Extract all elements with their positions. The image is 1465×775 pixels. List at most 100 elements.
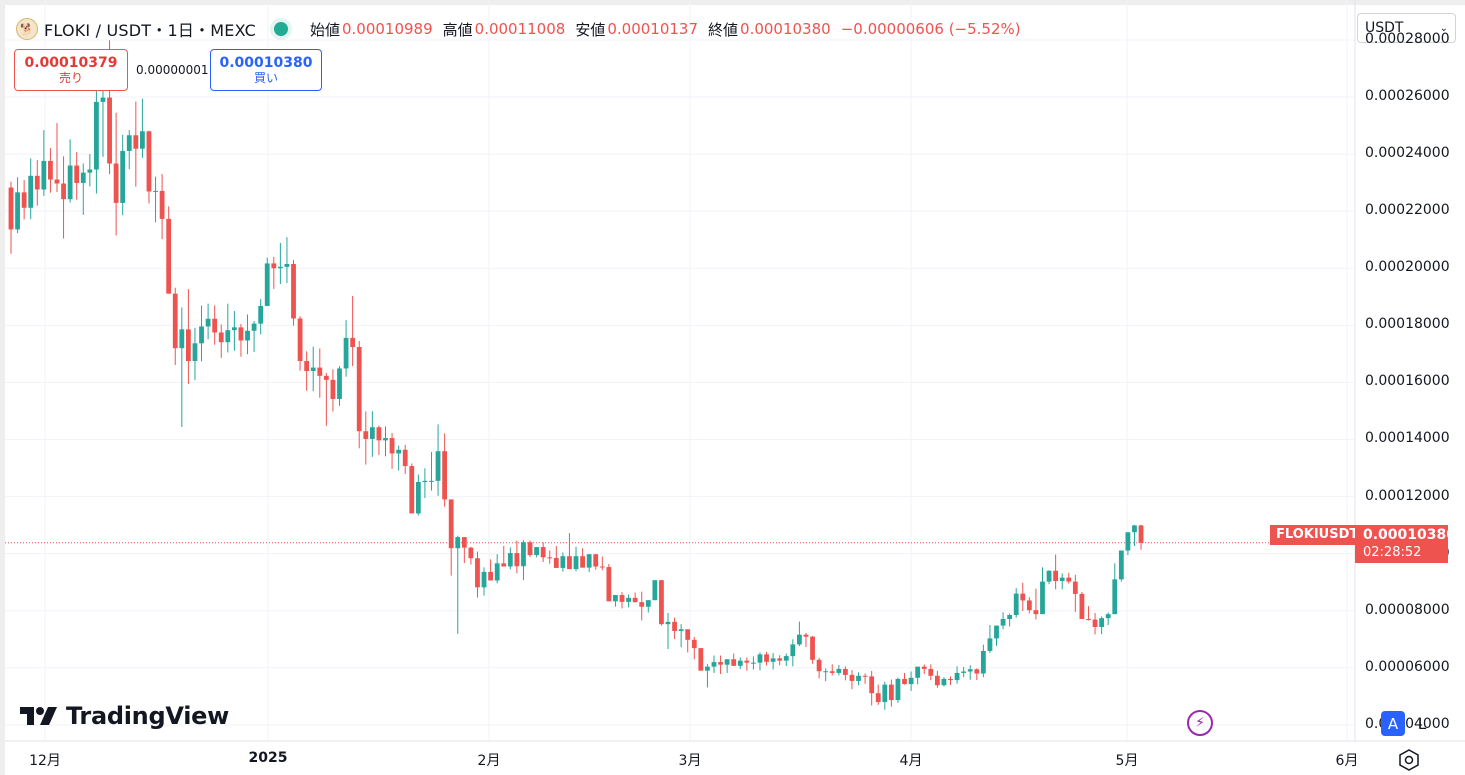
candle [80, 163, 86, 215]
candle [626, 594, 631, 608]
candle [974, 668, 980, 681]
candle [429, 452, 434, 491]
candle-body [994, 625, 999, 639]
candle [888, 679, 894, 707]
last-price-value: 0.00010380 [1363, 527, 1456, 543]
candle-body [580, 556, 585, 568]
tradingview-logo[interactable]: TradingView [20, 702, 229, 730]
candle [48, 148, 53, 193]
currency-select[interactable]: USDT ⌄ [1357, 13, 1456, 43]
candle [862, 673, 868, 684]
candle-body [146, 131, 152, 192]
candle-body [790, 644, 796, 657]
candle-body [330, 379, 336, 399]
candle [954, 666, 960, 684]
candle-body [310, 367, 316, 371]
candle [277, 242, 283, 284]
candle [718, 655, 723, 675]
candle-body [934, 675, 940, 686]
candle-body [126, 135, 132, 151]
candle [560, 552, 566, 572]
candle-body [422, 480, 428, 483]
candle-body [238, 327, 244, 341]
candle [553, 545, 559, 568]
candle-body [967, 669, 973, 672]
candle-body [698, 648, 704, 671]
lightning-icon[interactable]: ⚡ [1187, 710, 1213, 736]
candle [1132, 524, 1137, 546]
candle-body [67, 165, 73, 200]
candle [705, 664, 710, 688]
candle [1026, 597, 1032, 614]
candle [987, 624, 993, 653]
candle [166, 206, 172, 294]
candle-body [179, 329, 185, 349]
candle [1099, 616, 1105, 635]
candle [645, 600, 651, 613]
candle [980, 644, 986, 678]
candle-body [41, 160, 47, 190]
candle [994, 625, 999, 646]
candle-body [987, 638, 993, 651]
candle [330, 369, 336, 412]
candle-body [317, 367, 323, 376]
candle-body [409, 466, 415, 514]
candle [1125, 532, 1131, 556]
candle [179, 307, 185, 427]
candle [415, 474, 421, 516]
candle-body [1033, 610, 1039, 615]
candle-body [323, 375, 329, 380]
symbol-title[interactable]: FLOKI / USDT・1日・MEXC [44, 21, 256, 40]
candle-body [350, 337, 356, 348]
candle-body [140, 131, 145, 149]
candle [61, 156, 66, 239]
candle-body [107, 97, 112, 164]
candle [678, 624, 684, 648]
candle [21, 180, 27, 220]
candle-body [567, 556, 572, 570]
log-scale-button[interactable]: L [1417, 714, 1427, 733]
candle [435, 424, 441, 496]
window-left-edge [0, 0, 5, 775]
candle-body [284, 263, 290, 267]
candle [343, 320, 349, 377]
candle-body [297, 318, 303, 362]
candle-body [810, 636, 815, 660]
candle [356, 341, 362, 449]
candle-body [1053, 570, 1059, 582]
candle [659, 579, 664, 626]
candle [816, 657, 822, 679]
open-label: 始値 [309, 20, 340, 39]
candle [869, 670, 875, 706]
candle-body [258, 305, 264, 324]
candle-body [882, 684, 888, 703]
close-label: 終値 [708, 20, 739, 39]
candle [317, 348, 323, 398]
candle [113, 112, 119, 236]
bar-countdown: 02:28:52 [1363, 545, 1422, 560]
auto-scale-button[interactable]: A [1381, 711, 1405, 736]
candle-body [1013, 593, 1019, 616]
buy-price: 0.00010380 [219, 55, 313, 71]
candle [856, 672, 861, 686]
candle-body [678, 629, 684, 631]
candle [1000, 612, 1006, 630]
buy-button[interactable]: 0.00010380 買い [210, 49, 322, 91]
candle-body [645, 600, 651, 607]
candle-body [573, 556, 579, 570]
sell-button[interactable]: 0.00010379 売り [14, 49, 128, 91]
candle [507, 547, 513, 570]
candle-body [475, 558, 480, 588]
candle [461, 537, 467, 564]
candle-body [1112, 579, 1118, 615]
spread-value: 0.00000001 [136, 63, 209, 77]
candle-body [218, 332, 224, 343]
open-value: 0.00010989 [341, 20, 433, 38]
candle [1020, 582, 1026, 612]
candle-body [849, 674, 855, 681]
gear-icon[interactable] [1397, 749, 1421, 771]
candle [475, 551, 480, 598]
candle [1079, 591, 1085, 619]
candle [192, 327, 198, 381]
